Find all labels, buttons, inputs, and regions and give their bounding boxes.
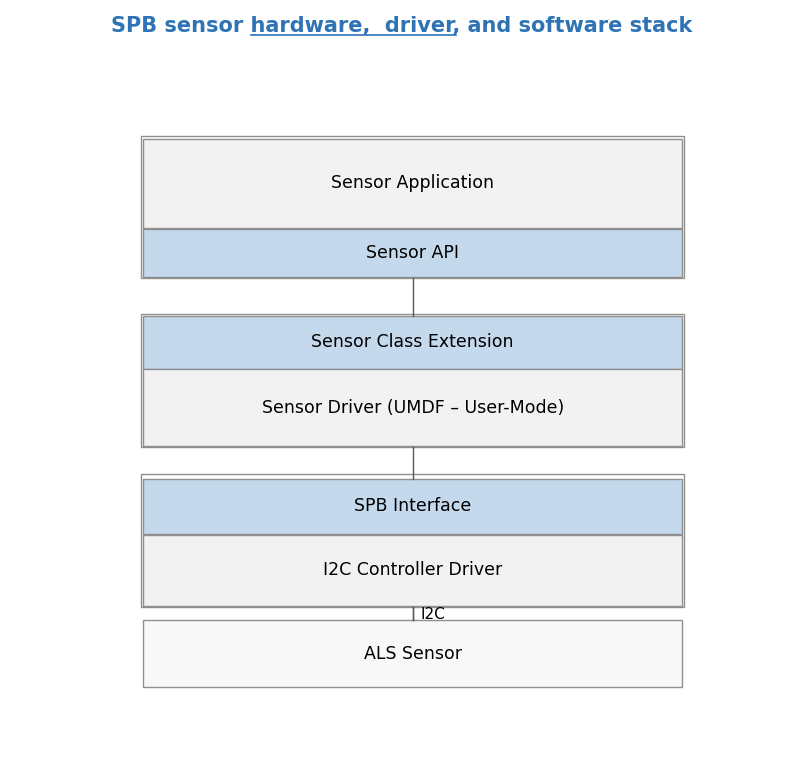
Bar bbox=[143, 139, 682, 228]
Text: Sensor Class Extension: Sensor Class Extension bbox=[311, 333, 513, 351]
Bar bbox=[141, 136, 683, 278]
Bar bbox=[143, 479, 682, 534]
Text: Sensor Application: Sensor Application bbox=[331, 174, 494, 192]
Text: ALS Sensor: ALS Sensor bbox=[363, 644, 461, 662]
Text: Sensor Driver (UMDF – User-Mode): Sensor Driver (UMDF – User-Mode) bbox=[261, 399, 563, 416]
Text: SPB Interface: SPB Interface bbox=[353, 497, 471, 515]
Text: I2C: I2C bbox=[420, 607, 444, 622]
Bar bbox=[141, 474, 683, 608]
Text: Sensor API: Sensor API bbox=[365, 244, 459, 262]
Bar bbox=[143, 535, 682, 606]
Text: SPB sensor hardware,  driver, and software stack: SPB sensor hardware, driver, and softwar… bbox=[111, 16, 692, 36]
Bar bbox=[143, 369, 682, 446]
Bar bbox=[143, 229, 682, 277]
Bar bbox=[143, 620, 682, 687]
Bar bbox=[141, 314, 683, 447]
Text: I2C Controller Driver: I2C Controller Driver bbox=[323, 561, 502, 579]
Bar bbox=[143, 316, 682, 368]
